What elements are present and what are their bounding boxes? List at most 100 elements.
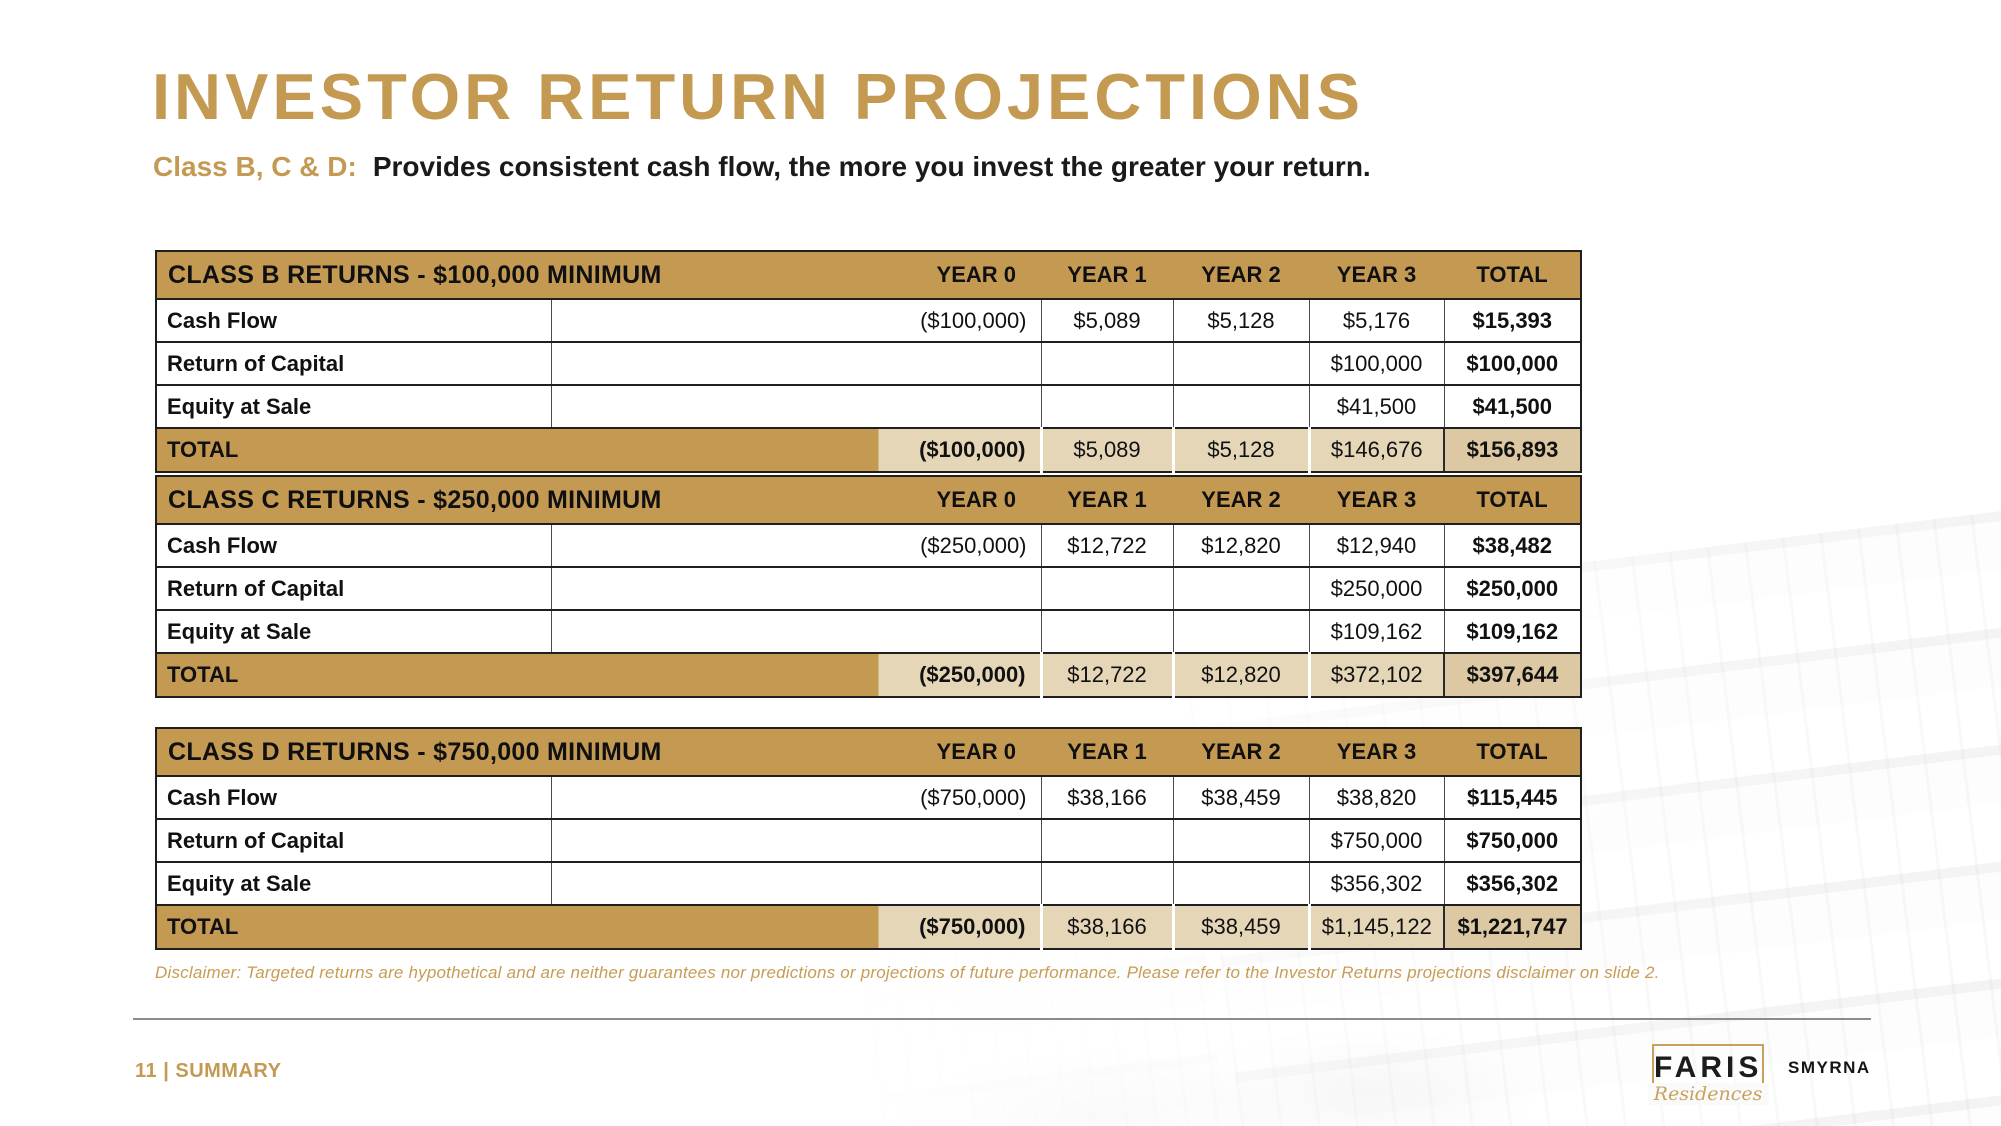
row-label: Equity at Sale — [155, 609, 552, 654]
cell-year3: $356,302 — [1308, 861, 1445, 906]
row-label: Equity at Sale — [155, 861, 552, 906]
cell-year0: ($750,000) — [550, 775, 1042, 820]
total-cell-grand: $1,221,747 — [1443, 904, 1582, 950]
class-b-returns-table-container: CLASS B RETURNS - $100,000 MINIMUM YEAR 0… — [155, 250, 1583, 473]
total-cell-year3: $146,676 — [1307, 427, 1445, 473]
cell-total: $15,393 — [1443, 298, 1582, 343]
total-cell-year0: ($250,000) — [551, 652, 1042, 698]
row-label: Cash Flow — [155, 775, 552, 820]
total-cell-year1: $12,722 — [1039, 652, 1174, 698]
cell-total: $356,302 — [1443, 861, 1582, 906]
cell-year3: $100,000 — [1308, 341, 1445, 386]
column-header: YEAR 3 — [1309, 251, 1445, 299]
cell-total: $115,445 — [1443, 775, 1582, 820]
total-row-label: TOTAL — [156, 652, 551, 698]
table-header-flex: CLASS C RETURNS - $250,000 MINIMUM YEAR 0 — [158, 486, 1040, 515]
table-row: Return of Capital $100,000 $100,000 — [155, 341, 1582, 386]
column-header: TOTAL — [1444, 476, 1582, 524]
total-cell-grand: $397,644 — [1443, 652, 1582, 698]
cell-year3: $5,176 — [1308, 298, 1445, 343]
cell-year1 — [1040, 384, 1174, 429]
cell-total: $38,482 — [1443, 523, 1582, 568]
column-header: YEAR 2 — [1173, 251, 1310, 299]
class-d-returns-table-container: CLASS D RETURNS - $750,000 MINIMUM YEAR 0… — [155, 727, 1583, 950]
class-d-returns-table: CLASS D RETURNS - $750,000 MINIMUM YEAR 0… — [155, 727, 1583, 950]
total-row-label: TOTAL — [156, 427, 551, 473]
table-title-cell: CLASS B RETURNS - $100,000 MINIMUM YEAR 0 — [156, 251, 1042, 299]
total-cell-year0: ($100,000) — [551, 427, 1042, 473]
footer-divider — [133, 1018, 1871, 1020]
table-total-row: TOTAL ($250,000) $12,722 $12,820 $372,102 $39… — [156, 652, 1582, 698]
page-title: INVESTOR RETURN PROJECTIONS — [152, 60, 1364, 133]
total-cell-grand: $156,893 — [1443, 427, 1582, 473]
cell-total: $100,000 — [1443, 341, 1582, 386]
total-cell-year3: $372,102 — [1307, 652, 1445, 698]
column-header: YEAR 1 — [1041, 728, 1174, 776]
cell-year2: $38,459 — [1172, 775, 1310, 820]
cell-year3: $12,940 — [1308, 523, 1445, 568]
disclaimer-text: Disclaimer: Targeted returns are hypothe… — [155, 963, 1660, 982]
cell-year1 — [1040, 566, 1174, 611]
cell-year2 — [1172, 861, 1310, 906]
table-title: CLASS D RETURNS - $750,000 MINIMUM — [168, 737, 662, 766]
cell-year2 — [1172, 384, 1310, 429]
cell-year2 — [1172, 341, 1310, 386]
total-cell-year1: $38,166 — [1039, 904, 1174, 950]
cell-year0 — [550, 341, 1042, 386]
column-header-year0: YEAR 0 — [936, 262, 1017, 287]
cell-year1: $12,722 — [1040, 523, 1174, 568]
table-title: CLASS C RETURNS - $250,000 MINIMUM — [168, 485, 662, 514]
cell-year1: $5,089 — [1040, 298, 1174, 343]
cell-total: $41,500 — [1443, 384, 1582, 429]
cell-year0 — [550, 609, 1042, 654]
column-header: TOTAL — [1444, 728, 1582, 776]
table-row: Equity at Sale $109,162 $109,162 — [155, 609, 1582, 654]
table-title: CLASS B RETURNS - $100,000 MINIMUM — [168, 260, 662, 289]
table-title-cell: CLASS D RETURNS - $750,000 MINIMUM YEAR 0 — [156, 728, 1042, 776]
table-total-row: TOTAL ($100,000) $5,089 $5,128 $146,676 $156,… — [156, 427, 1582, 473]
faris-logo-wordmark: FARIS — [1654, 1051, 1763, 1084]
smyrna-location-label: SMYRNA — [1788, 1058, 1871, 1077]
column-header: YEAR 2 — [1173, 728, 1310, 776]
subtitle: Class B, C & D: Provides consistent cash … — [153, 150, 1371, 184]
cell-year2: $5,128 — [1172, 298, 1310, 343]
table-row: Cash Flow ($750,000) $38,166 $38,459 $38,820… — [155, 775, 1582, 820]
class-c-returns-table: CLASS C RETURNS - $250,000 MINIMUM YEAR 0… — [155, 475, 1583, 698]
cell-year0 — [550, 861, 1042, 906]
total-cell-year2: $12,820 — [1171, 652, 1310, 698]
table-row: Equity at Sale $41,500 $41,500 — [155, 384, 1582, 429]
cell-year1 — [1040, 861, 1174, 906]
column-header: YEAR 3 — [1309, 476, 1445, 524]
column-header: YEAR 1 — [1041, 251, 1174, 299]
column-header-year0: YEAR 0 — [936, 739, 1017, 764]
table-title-cell: CLASS C RETURNS - $250,000 MINIMUM YEAR 0 — [156, 476, 1042, 524]
total-cell-year1: $5,089 — [1039, 427, 1174, 473]
cell-year1: $38,166 — [1040, 775, 1174, 820]
table-row: Return of Capital $250,000 $250,000 — [155, 566, 1582, 611]
cell-year3: $250,000 — [1308, 566, 1445, 611]
cell-year0 — [550, 818, 1042, 863]
faris-logo-residences-script: Residences — [1647, 1083, 1769, 1105]
table-row: Cash Flow ($100,000) $5,089 $5,128 $5,176 $15… — [155, 298, 1582, 343]
subtitle-class-label: Class B, C & D: — [153, 151, 357, 182]
cell-total: $109,162 — [1443, 609, 1582, 654]
cell-year2 — [1172, 609, 1310, 654]
column-header: YEAR 3 — [1309, 728, 1445, 776]
table-header-flex: CLASS B RETURNS - $100,000 MINIMUM YEAR 0 — [158, 261, 1040, 290]
row-label: Return of Capital — [155, 818, 552, 863]
column-header: TOTAL — [1444, 251, 1582, 299]
row-label: Equity at Sale — [155, 384, 552, 429]
row-label: Cash Flow — [155, 523, 552, 568]
column-header: YEAR 2 — [1173, 476, 1310, 524]
table-row: Cash Flow ($250,000) $12,722 $12,820 $12,940… — [155, 523, 1582, 568]
faris-logo: FARIS Residences — [1647, 1044, 1769, 1105]
cell-year2 — [1172, 818, 1310, 863]
cell-year0: ($250,000) — [550, 523, 1042, 568]
row-label: Cash Flow — [155, 298, 552, 343]
row-label: Return of Capital — [155, 566, 552, 611]
class-b-returns-table: CLASS B RETURNS - $100,000 MINIMUM YEAR 0… — [155, 250, 1583, 473]
cell-year0: ($100,000) — [550, 298, 1042, 343]
cell-total: $250,000 — [1443, 566, 1582, 611]
cell-year0 — [550, 384, 1042, 429]
cell-year0 — [550, 566, 1042, 611]
